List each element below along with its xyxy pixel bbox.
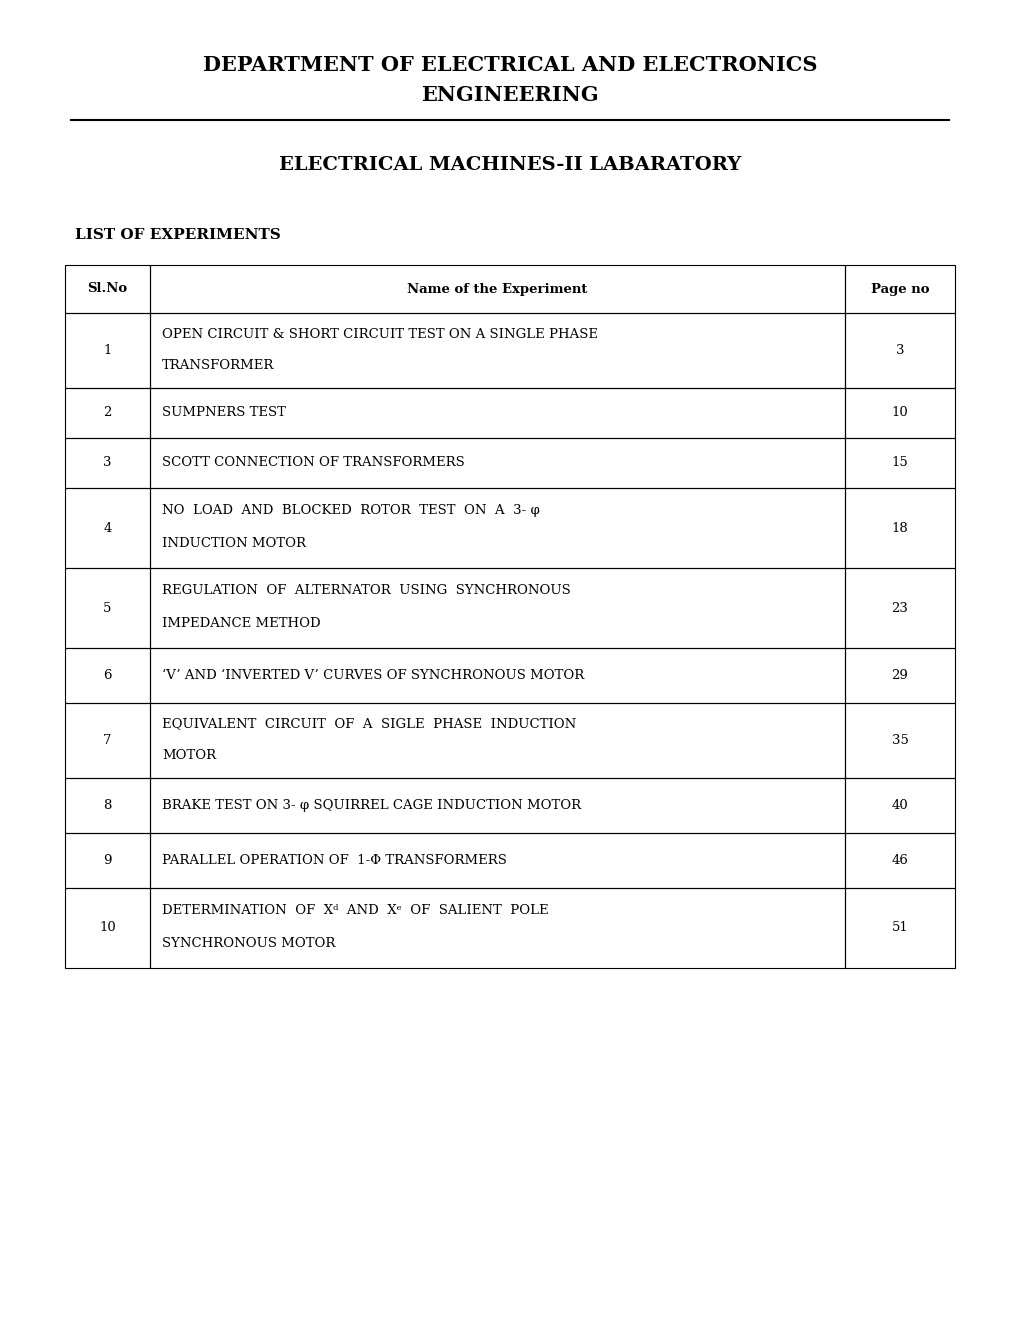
Text: DETERMINATION  OF  Xᵈ  AND  Xᵉ  OF  SALIENT  POLE: DETERMINATION OF Xᵈ AND Xᵉ OF SALIENT PO… — [162, 904, 548, 917]
Text: INDUCTION MOTOR: INDUCTION MOTOR — [162, 537, 306, 550]
Bar — [844, 313, 954, 388]
Text: ENGINEERING: ENGINEERING — [421, 84, 598, 106]
Text: SYNCHRONOUS MOTOR: SYNCHRONOUS MOTOR — [162, 937, 335, 950]
Bar — [65, 568, 150, 648]
Text: 10: 10 — [99, 921, 116, 935]
Bar — [844, 265, 954, 313]
Bar — [65, 888, 150, 968]
Bar — [844, 568, 954, 648]
Bar — [150, 648, 844, 704]
Bar — [844, 388, 954, 438]
Text: MOTOR: MOTOR — [162, 748, 216, 762]
Text: ‘V’ AND ‘INVERTED V’ CURVES OF SYNCHRONOUS MOTOR: ‘V’ AND ‘INVERTED V’ CURVES OF SYNCHRONO… — [162, 669, 584, 682]
Text: EQUIVALENT  CIRCUIT  OF  A  SIGLE  PHASE  INDUCTION: EQUIVALENT CIRCUIT OF A SIGLE PHASE INDU… — [162, 718, 576, 730]
Text: NO  LOAD  AND  BLOCKED  ROTOR  TEST  ON  A  3- φ: NO LOAD AND BLOCKED ROTOR TEST ON A 3- φ — [162, 504, 539, 517]
Bar — [150, 313, 844, 388]
Bar — [150, 704, 844, 777]
Text: 35: 35 — [891, 734, 908, 747]
Bar — [844, 777, 954, 833]
Bar — [65, 313, 150, 388]
Bar — [150, 438, 844, 488]
Bar — [150, 568, 844, 648]
Text: 2: 2 — [103, 407, 111, 420]
Text: LIST OF EXPERIMENTS: LIST OF EXPERIMENTS — [75, 228, 280, 242]
Bar — [65, 704, 150, 777]
Text: Page no: Page no — [870, 282, 928, 296]
Text: 40: 40 — [891, 799, 908, 812]
Text: 18: 18 — [891, 521, 908, 535]
Text: IMPEDANCE METHOD: IMPEDANCE METHOD — [162, 618, 320, 631]
Text: 5: 5 — [103, 602, 111, 615]
Text: 46: 46 — [891, 854, 908, 867]
Text: 15: 15 — [891, 457, 908, 470]
Text: Name of the Experiment: Name of the Experiment — [407, 282, 587, 296]
Bar — [150, 777, 844, 833]
Text: 8: 8 — [103, 799, 111, 812]
Bar — [150, 488, 844, 568]
Bar — [844, 648, 954, 704]
Bar — [150, 265, 844, 313]
Text: 7: 7 — [103, 734, 112, 747]
Text: 51: 51 — [891, 921, 908, 935]
Text: BRAKE TEST ON 3- φ SQUIRREL CAGE INDUCTION MOTOR: BRAKE TEST ON 3- φ SQUIRREL CAGE INDUCTI… — [162, 799, 581, 812]
Text: REGULATION  OF  ALTERNATOR  USING  SYNCHRONOUS: REGULATION OF ALTERNATOR USING SYNCHRONO… — [162, 583, 571, 597]
Text: DEPARTMENT OF ELECTRICAL AND ELECTRONICS: DEPARTMENT OF ELECTRICAL AND ELECTRONICS — [203, 55, 816, 75]
Bar — [65, 648, 150, 704]
Bar — [844, 888, 954, 968]
Text: 3: 3 — [895, 345, 904, 356]
Bar — [65, 388, 150, 438]
Text: SCOTT CONNECTION OF TRANSFORMERS: SCOTT CONNECTION OF TRANSFORMERS — [162, 457, 465, 470]
Text: Sl.No: Sl.No — [88, 282, 127, 296]
Bar — [65, 265, 150, 313]
Text: 1: 1 — [103, 345, 111, 356]
Bar — [65, 833, 150, 888]
Bar — [65, 777, 150, 833]
Text: 29: 29 — [891, 669, 908, 682]
Bar — [150, 388, 844, 438]
Text: 3: 3 — [103, 457, 112, 470]
Text: 10: 10 — [891, 407, 908, 420]
Text: TRANSFORMER: TRANSFORMER — [162, 359, 274, 372]
Bar — [844, 488, 954, 568]
Text: OPEN CIRCUIT & SHORT CIRCUIT TEST ON A SINGLE PHASE: OPEN CIRCUIT & SHORT CIRCUIT TEST ON A S… — [162, 327, 597, 341]
Text: 6: 6 — [103, 669, 112, 682]
Text: 4: 4 — [103, 521, 111, 535]
Text: SUMPNERS TEST: SUMPNERS TEST — [162, 407, 285, 420]
Bar — [65, 488, 150, 568]
Text: 23: 23 — [891, 602, 908, 615]
Bar — [150, 888, 844, 968]
Text: PARALLEL OPERATION OF  1-Φ TRANSFORMERS: PARALLEL OPERATION OF 1-Φ TRANSFORMERS — [162, 854, 506, 867]
Text: ELECTRICAL MACHINES-II LABARATORY: ELECTRICAL MACHINES-II LABARATORY — [278, 156, 741, 174]
Bar — [844, 438, 954, 488]
Bar — [844, 833, 954, 888]
Bar — [65, 438, 150, 488]
Text: 9: 9 — [103, 854, 112, 867]
Bar — [844, 704, 954, 777]
Bar — [150, 833, 844, 888]
